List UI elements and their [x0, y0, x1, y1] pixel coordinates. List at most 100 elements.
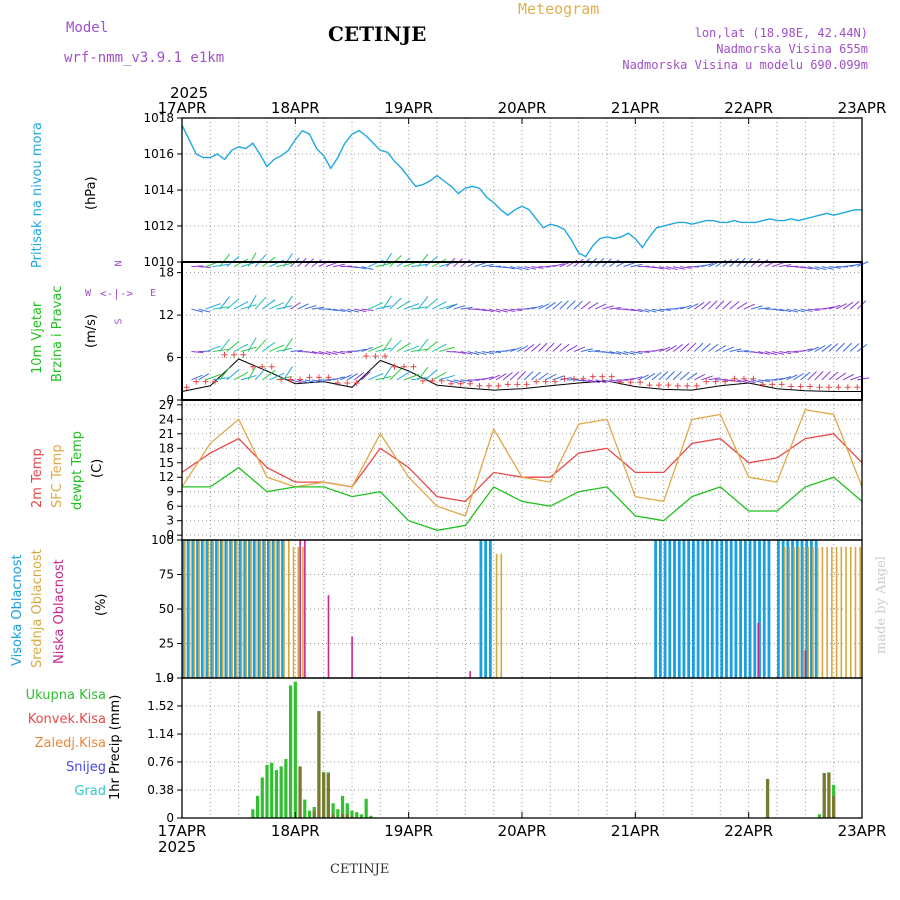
mid-cloud-bar [826, 546, 828, 678]
wind-barb [247, 365, 257, 381]
wind-barb [347, 350, 360, 353]
high-cloud-bar [800, 540, 804, 678]
conv-precip-bar [832, 795, 836, 818]
wind-barb [488, 265, 501, 268]
high-cloud-bar [777, 540, 780, 678]
wind-barb [807, 266, 820, 271]
wind-barb [665, 266, 678, 271]
wind-barb [410, 348, 427, 353]
high-cloud-bar [692, 540, 695, 678]
conv-precip-bar [317, 711, 321, 818]
page-title: CETINJE [328, 22, 427, 46]
gust-marker [740, 375, 747, 382]
wind-barb [212, 263, 229, 268]
mid-cloud-bar [854, 546, 857, 678]
pressure-tick-label: 1016 [143, 147, 174, 161]
total-precip-bar [260, 777, 264, 818]
gust-marker [561, 375, 568, 382]
total-precip-bar [364, 798, 368, 818]
wind-barb [382, 253, 393, 267]
wind-barb [254, 254, 267, 267]
gust-marker [353, 380, 360, 387]
total-precip-bar [827, 772, 831, 818]
gust-marker [655, 382, 662, 389]
wind-barb [680, 304, 692, 310]
wind-barb [446, 351, 459, 353]
wind-barb [325, 378, 339, 381]
wind-barb [516, 371, 527, 381]
location-lonlat: lon,lat (18.98E, 42.44N) [694, 26, 868, 40]
temp-tick-label: 24 [159, 412, 174, 426]
high-cloud-bar [219, 540, 223, 678]
mid-cloud-bar [783, 546, 786, 678]
high-cloud-bar [725, 540, 728, 678]
wind-barb [467, 260, 479, 268]
wind-barb [304, 258, 315, 267]
wind-barb [453, 258, 463, 267]
meteogram-label: Meteogram [518, 0, 600, 18]
wind-barb [828, 266, 841, 269]
mid-cloud-bar [207, 540, 210, 678]
total-precip-bar [817, 814, 822, 818]
pressure-tick-label: 1014 [143, 183, 174, 197]
wind-barb [510, 346, 522, 353]
gust-marker [533, 378, 540, 385]
wind-barb [637, 351, 650, 353]
high-cloud-bar [484, 540, 488, 678]
high-cloud-bar [243, 540, 247, 678]
wind-barb [474, 351, 487, 355]
wind-barb [658, 371, 669, 381]
wind-barb [233, 343, 249, 352]
wind-barb [559, 261, 571, 268]
wind-barb [786, 351, 799, 353]
gust-marker [637, 379, 644, 386]
gust-marker [438, 377, 445, 384]
wind-barb [758, 307, 771, 310]
top-date-label: 19APR [384, 99, 433, 117]
wind-barb [807, 308, 820, 311]
wind-barb [191, 265, 204, 268]
legend-snow: Snijeg [66, 760, 106, 775]
high-cloud-bar [701, 540, 705, 678]
low-cloud-bar [299, 540, 301, 678]
wind-barb [573, 346, 586, 353]
wind-barb [793, 266, 806, 269]
temp-tick-label: 21 [159, 427, 174, 441]
mid-cloud-bar [278, 540, 281, 678]
wind-barb [545, 301, 556, 310]
wind-barb [821, 266, 834, 270]
wind-barb [474, 378, 487, 381]
wind-barb [701, 375, 713, 381]
high-cloud-bar [257, 540, 261, 678]
wind-barb [701, 300, 711, 310]
temp-tick-label: 15 [159, 456, 174, 470]
wind-barb [757, 351, 770, 355]
wind-barb [396, 257, 411, 268]
wind-axis-label-2: Brzina i Pravac [50, 285, 65, 382]
wind-barb [722, 258, 733, 268]
wind-barb [474, 308, 487, 312]
wind-barb [786, 308, 799, 313]
total-precip-bar [326, 772, 330, 818]
gust-marker [712, 378, 719, 385]
gust-marker [608, 373, 615, 380]
gust-marker [448, 380, 455, 387]
dewpt-axis-label: dewpt Temp [70, 430, 85, 510]
mid-cloud-bar [807, 546, 810, 678]
gust-marker [797, 383, 804, 390]
wind-barb [765, 351, 777, 356]
total-precip-bar [331, 803, 335, 818]
legend-hail: Grad [74, 784, 106, 799]
wind-barb [601, 258, 612, 267]
mid-cloud-axis-label: Srednja Oblacnost [30, 549, 45, 668]
wind-barb [715, 300, 725, 310]
gust-marker [693, 382, 700, 389]
wind-barb [354, 372, 365, 381]
wind-barb [814, 371, 824, 381]
wind-barb [609, 307, 622, 310]
wind-barb [594, 303, 607, 310]
gust-marker [410, 363, 417, 370]
high-cloud-bar [654, 540, 658, 678]
wind-barb [488, 374, 501, 381]
wind-barb [361, 346, 373, 353]
